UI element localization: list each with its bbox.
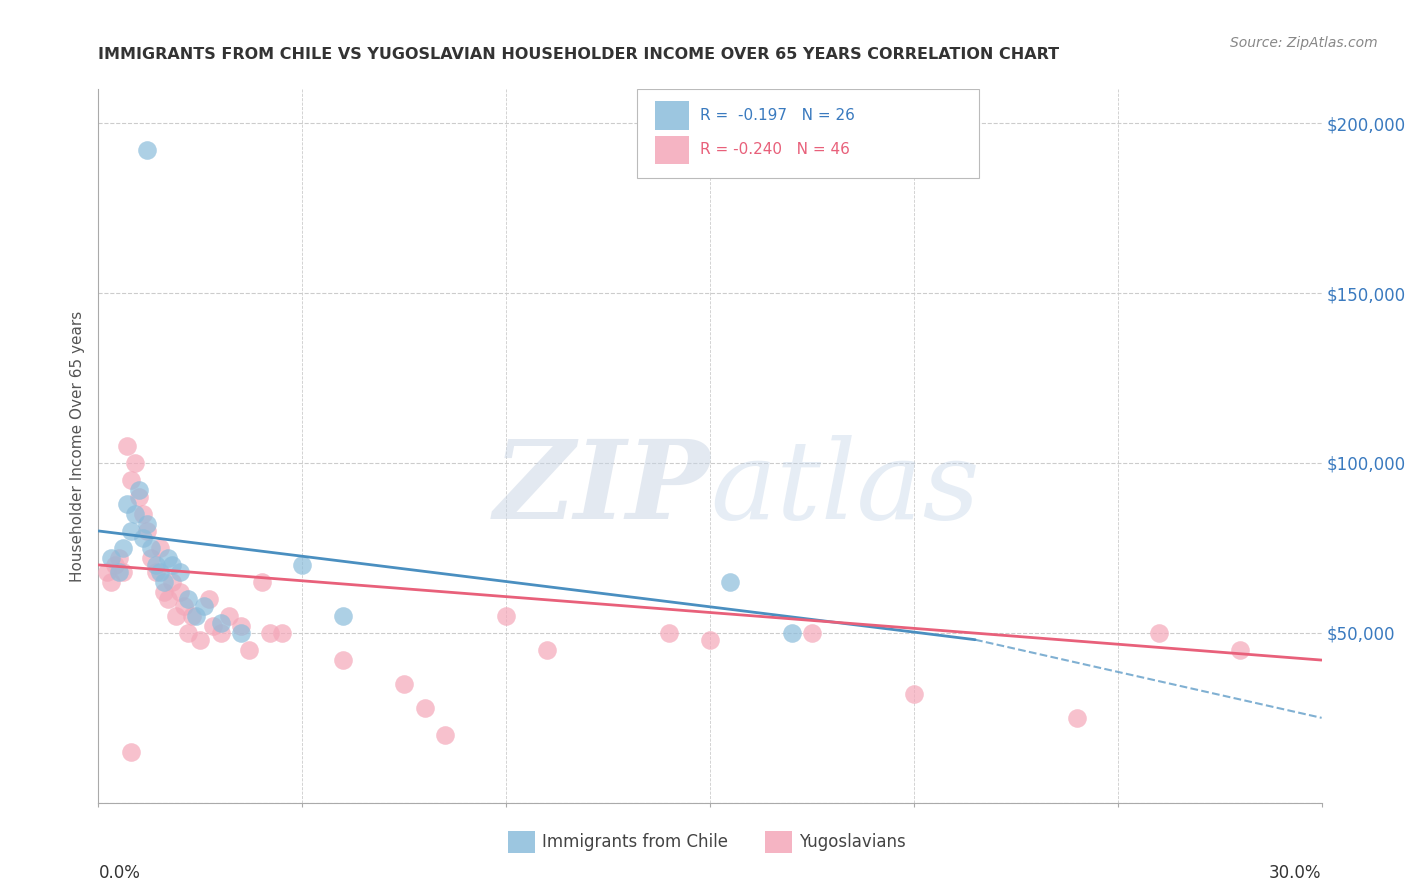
Point bbox=[658, 626, 681, 640]
Point bbox=[332, 608, 354, 623]
Point bbox=[780, 626, 803, 640]
Text: Source: ZipAtlas.com: Source: ZipAtlas.com bbox=[1230, 36, 1378, 50]
Text: atlas: atlas bbox=[710, 435, 980, 542]
Point bbox=[209, 626, 232, 640]
Point bbox=[120, 524, 142, 538]
Point bbox=[250, 574, 273, 589]
Point bbox=[231, 619, 253, 633]
Point bbox=[238, 643, 260, 657]
Point bbox=[495, 608, 517, 623]
Point bbox=[160, 574, 183, 589]
Point bbox=[173, 599, 195, 613]
Point bbox=[96, 565, 118, 579]
Point bbox=[100, 551, 122, 566]
Text: 30.0%: 30.0% bbox=[1270, 864, 1322, 882]
Point bbox=[132, 531, 155, 545]
Point bbox=[120, 745, 142, 759]
Point bbox=[149, 565, 172, 579]
Point bbox=[434, 728, 457, 742]
Point bbox=[177, 626, 200, 640]
Point bbox=[156, 551, 179, 566]
Point bbox=[186, 608, 208, 623]
Point bbox=[291, 558, 314, 572]
Point bbox=[152, 574, 174, 589]
Point bbox=[209, 615, 232, 630]
Point bbox=[141, 541, 163, 555]
Point bbox=[536, 643, 558, 657]
Point bbox=[231, 626, 253, 640]
Point bbox=[111, 565, 134, 579]
Point bbox=[188, 632, 212, 647]
Point bbox=[165, 608, 187, 623]
Text: 0.0%: 0.0% bbox=[98, 864, 141, 882]
Point bbox=[332, 653, 354, 667]
Point bbox=[699, 632, 721, 647]
Point bbox=[201, 619, 224, 633]
Point bbox=[1147, 626, 1170, 640]
Point bbox=[1066, 711, 1088, 725]
Point bbox=[128, 490, 150, 504]
Point bbox=[413, 700, 436, 714]
FancyBboxPatch shape bbox=[508, 831, 536, 853]
Point bbox=[145, 565, 167, 579]
Point bbox=[128, 483, 150, 498]
Text: IMMIGRANTS FROM CHILE VS YUGOSLAVIAN HOUSEHOLDER INCOME OVER 65 YEARS CORRELATIO: IMMIGRANTS FROM CHILE VS YUGOSLAVIAN HOU… bbox=[98, 47, 1060, 62]
Point bbox=[124, 507, 146, 521]
Point bbox=[136, 517, 159, 532]
Point bbox=[145, 558, 167, 572]
Y-axis label: Householder Income Over 65 years: Householder Income Over 65 years bbox=[70, 310, 86, 582]
Point bbox=[169, 565, 191, 579]
Text: R = -0.240   N = 46: R = -0.240 N = 46 bbox=[700, 143, 851, 157]
Point bbox=[108, 565, 131, 579]
Point bbox=[181, 608, 204, 623]
FancyBboxPatch shape bbox=[655, 136, 689, 164]
Point bbox=[903, 687, 925, 701]
Point bbox=[115, 439, 138, 453]
Point bbox=[193, 599, 215, 613]
Point bbox=[115, 497, 138, 511]
Point bbox=[108, 551, 131, 566]
Point bbox=[169, 585, 191, 599]
Point bbox=[100, 574, 122, 589]
Point bbox=[124, 456, 146, 470]
Text: R =  -0.197   N = 26: R = -0.197 N = 26 bbox=[700, 108, 855, 123]
Point bbox=[120, 473, 142, 487]
Point bbox=[156, 591, 179, 606]
Text: Immigrants from Chile: Immigrants from Chile bbox=[543, 833, 728, 851]
Point bbox=[197, 591, 219, 606]
Point bbox=[152, 585, 174, 599]
Point bbox=[720, 574, 742, 589]
Text: ZIP: ZIP bbox=[494, 435, 710, 542]
FancyBboxPatch shape bbox=[655, 102, 689, 130]
Point bbox=[104, 558, 127, 572]
Point bbox=[270, 626, 294, 640]
Point bbox=[1229, 643, 1251, 657]
FancyBboxPatch shape bbox=[637, 89, 979, 178]
Point bbox=[136, 144, 159, 158]
Point bbox=[259, 626, 281, 640]
Point bbox=[801, 626, 824, 640]
Point bbox=[177, 591, 200, 606]
Text: Yugoslavians: Yugoslavians bbox=[800, 833, 905, 851]
Point bbox=[132, 507, 155, 521]
Point bbox=[136, 524, 159, 538]
FancyBboxPatch shape bbox=[765, 831, 792, 853]
Point bbox=[218, 608, 240, 623]
Point bbox=[111, 541, 134, 555]
Point bbox=[141, 551, 163, 566]
Point bbox=[392, 677, 416, 691]
Point bbox=[149, 541, 172, 555]
Point bbox=[160, 558, 183, 572]
